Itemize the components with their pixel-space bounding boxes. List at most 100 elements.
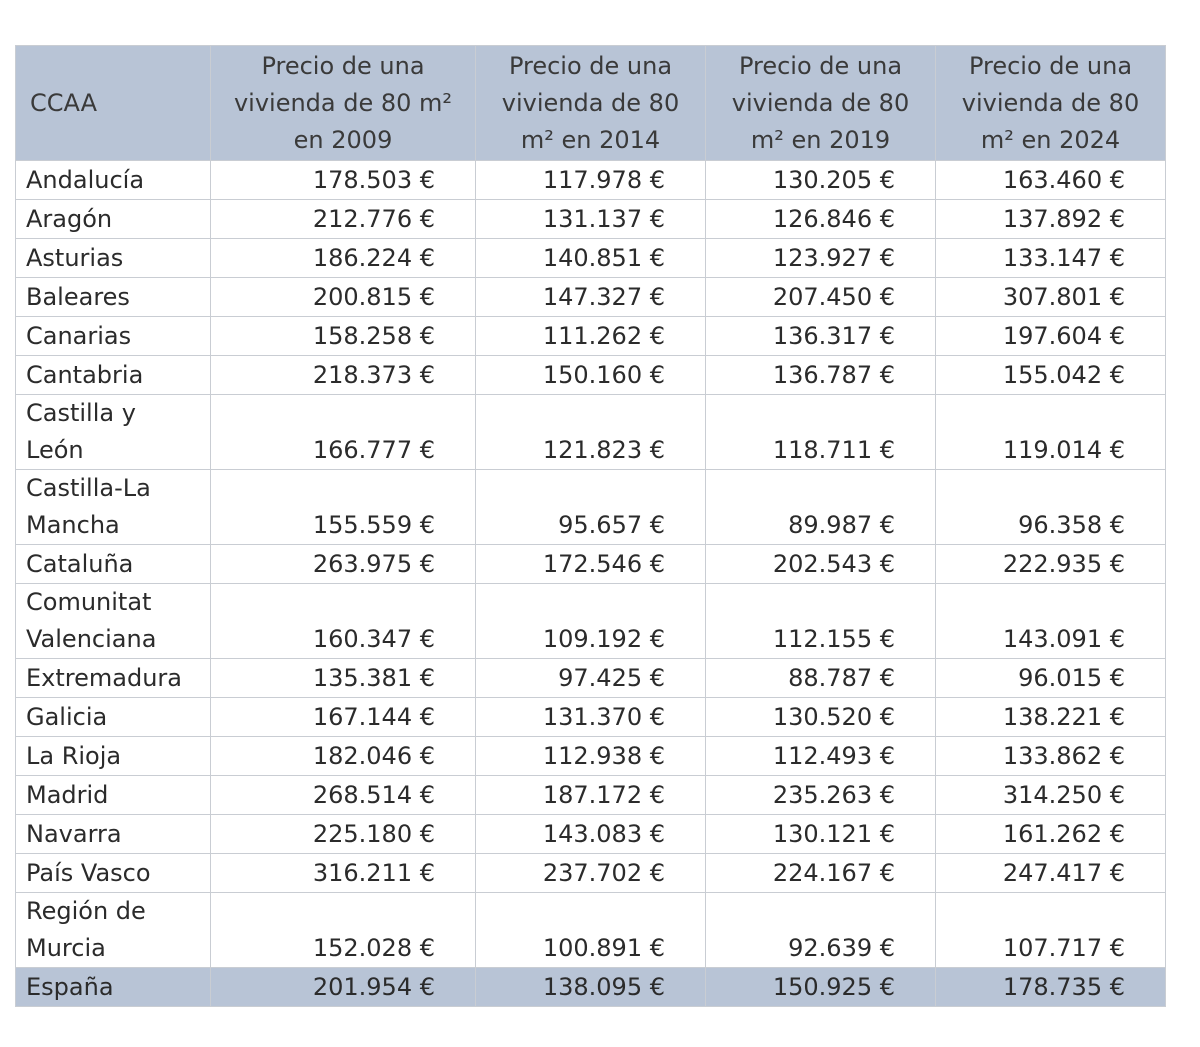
- header-cell: Precio de una vivienda de 80 m² en 2019: [705, 45, 936, 161]
- price-cell: 167.144 €: [210, 697, 476, 737]
- price-cell: 150.925 €: [705, 967, 936, 1007]
- price-cell: 112.155 €: [705, 583, 936, 659]
- price-cell: 187.172 €: [475, 775, 706, 815]
- price-cell: 152.028 €: [210, 892, 476, 968]
- price-cell: 135.381 €: [210, 658, 476, 698]
- price-table: CCAA Precio de una vivienda de 80 m² en 2…: [15, 45, 1166, 1007]
- region-cell: Andalucía: [15, 160, 211, 200]
- price-cell: 111.262 €: [475, 316, 706, 356]
- price-cell: 100.891 €: [475, 892, 706, 968]
- price-cell: 155.042 €: [935, 355, 1166, 395]
- price-cell: 112.938 €: [475, 736, 706, 776]
- price-cell: 182.046 €: [210, 736, 476, 776]
- price-cell: 131.370 €: [475, 697, 706, 737]
- price-cell: 178.735 €: [935, 967, 1166, 1007]
- price-cell: 133.862 €: [935, 736, 1166, 776]
- price-cell: 133.147 €: [935, 238, 1166, 278]
- header-cell: CCAA: [15, 45, 211, 161]
- price-cell: 316.211 €: [210, 853, 476, 893]
- price-cell: 155.559 €: [210, 469, 476, 545]
- price-cell: 235.263 €: [705, 775, 936, 815]
- price-cell: 123.927 €: [705, 238, 936, 278]
- price-cell: 88.787 €: [705, 658, 936, 698]
- price-cell: 222.935 €: [935, 544, 1166, 584]
- region-cell: Madrid: [15, 775, 211, 815]
- table-row: La Rioja 182.046 €112.938 €112.493 €133.8…: [15, 736, 1166, 776]
- region-cell: La Rioja: [15, 736, 211, 776]
- price-cell: 89.987 €: [705, 469, 936, 545]
- price-cell: 136.787 €: [705, 355, 936, 395]
- price-cell: 247.417 €: [935, 853, 1166, 893]
- table-row: Región de Murcia 152.028 €100.891 €92.639…: [15, 892, 1166, 968]
- region-cell: Comunitat Valenciana: [15, 583, 211, 659]
- price-cell: 95.657 €: [475, 469, 706, 545]
- price-cell: 225.180 €: [210, 814, 476, 854]
- region-cell: Cataluña: [15, 544, 211, 584]
- price-cell: 178.503 €: [210, 160, 476, 200]
- price-cell: 118.711 €: [705, 394, 936, 470]
- region-cell: Aragón: [15, 199, 211, 239]
- price-cell: 147.327 €: [475, 277, 706, 317]
- price-cell: 112.493 €: [705, 736, 936, 776]
- price-cell: 200.815 €: [210, 277, 476, 317]
- table-row: País Vasco 316.211 €237.702 €224.167 €247…: [15, 853, 1166, 893]
- table-row: Extremadura 135.381 €97.425 €88.787 €96.0…: [15, 658, 1166, 698]
- price-cell: 158.258 €: [210, 316, 476, 356]
- price-cell: 212.776 €: [210, 199, 476, 239]
- price-cell: 150.160 €: [475, 355, 706, 395]
- price-cell: 314.250 €: [935, 775, 1166, 815]
- price-cell: 126.846 €: [705, 199, 936, 239]
- price-cell: 186.224 €: [210, 238, 476, 278]
- price-cell: 138.095 €: [475, 967, 706, 1007]
- table-row: Andalucía 178.503 €117.978 €130.205 €163.…: [15, 160, 1166, 200]
- price-cell: 268.514 €: [210, 775, 476, 815]
- price-cell: 143.083 €: [475, 814, 706, 854]
- table-row: Cantabria 218.373 €150.160 €136.787 €155.…: [15, 355, 1166, 395]
- table-body: Andalucía 178.503 €117.978 €130.205 €163.…: [15, 160, 1166, 1007]
- price-cell: 263.975 €: [210, 544, 476, 584]
- price-cell: 140.851 €: [475, 238, 706, 278]
- price-cell: 163.460 €: [935, 160, 1166, 200]
- table-row: Canarias 158.258 €111.262 €136.317 €197.6…: [15, 316, 1166, 356]
- price-cell: 202.543 €: [705, 544, 936, 584]
- region-cell: Canarias: [15, 316, 211, 356]
- header-cell: Precio de una vivienda de 80 m² en 2024: [935, 45, 1166, 161]
- price-cell: 161.262 €: [935, 814, 1166, 854]
- price-cell: 130.205 €: [705, 160, 936, 200]
- price-cell: 107.717 €: [935, 892, 1166, 968]
- price-cell: 109.192 €: [475, 583, 706, 659]
- price-cell: 307.801 €: [935, 277, 1166, 317]
- region-cell: Baleares: [15, 277, 211, 317]
- table-row: Castilla y León 166.777 €121.823 €118.711…: [15, 394, 1166, 470]
- table-row: España 201.954 €138.095 €150.925 €178.735…: [15, 967, 1166, 1007]
- price-cell: 130.520 €: [705, 697, 936, 737]
- region-cell: Región de Murcia: [15, 892, 211, 968]
- table-row: Navarra 225.180 €143.083 €130.121 €161.26…: [15, 814, 1166, 854]
- price-cell: 96.015 €: [935, 658, 1166, 698]
- header-cell: Precio de una vivienda de 80 m² en 2009: [210, 45, 476, 161]
- table-row: Galicia 167.144 €131.370 €130.520 €138.22…: [15, 697, 1166, 737]
- price-cell: 119.014 €: [935, 394, 1166, 470]
- region-cell: Galicia: [15, 697, 211, 737]
- price-cell: 143.091 €: [935, 583, 1166, 659]
- price-cell: 201.954 €: [210, 967, 476, 1007]
- region-cell: Castilla-La Mancha: [15, 469, 211, 545]
- region-cell: Asturias: [15, 238, 211, 278]
- price-cell: 136.317 €: [705, 316, 936, 356]
- region-cell: Cantabria: [15, 355, 211, 395]
- price-cell: 237.702 €: [475, 853, 706, 893]
- price-cell: 130.121 €: [705, 814, 936, 854]
- price-cell: 97.425 €: [475, 658, 706, 698]
- price-cell: 138.221 €: [935, 697, 1166, 737]
- price-cell: 137.892 €: [935, 199, 1166, 239]
- price-cell: 197.604 €: [935, 316, 1166, 356]
- price-cell: 218.373 €: [210, 355, 476, 395]
- table-row: Asturias 186.224 €140.851 €123.927 €133.1…: [15, 238, 1166, 278]
- header-row: CCAA Precio de una vivienda de 80 m² en 2…: [15, 45, 1166, 161]
- table-row: Comunitat Valenciana 160.347 €109.192 €11…: [15, 583, 1166, 659]
- header-cell: Precio de una vivienda de 80 m² en 2014: [475, 45, 706, 161]
- price-cell: 207.450 €: [705, 277, 936, 317]
- region-cell: Navarra: [15, 814, 211, 854]
- region-cell: País Vasco: [15, 853, 211, 893]
